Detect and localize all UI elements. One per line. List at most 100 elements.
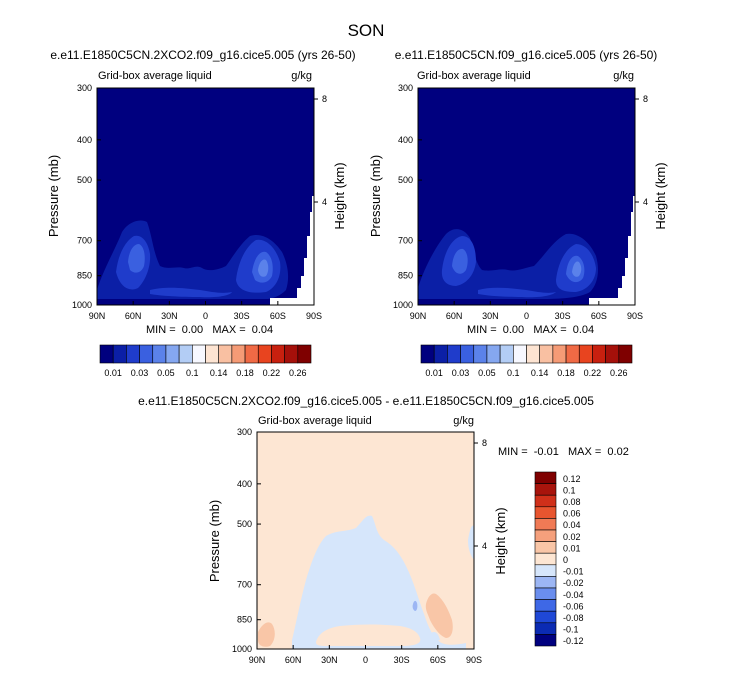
colorbar-swatch <box>126 344 140 364</box>
y-right-tick-label: 8 <box>322 94 327 104</box>
y-tick-label: 400 <box>77 135 92 145</box>
colorbar-label: 0.1 <box>186 368 199 378</box>
contour-regions <box>97 220 289 299</box>
y-axis-right-label: Height (km) <box>493 507 508 574</box>
y-tick-label: 500 <box>398 175 413 185</box>
colorbar-swatch <box>460 344 475 364</box>
x-tick-label: 30S <box>394 655 410 665</box>
contour-regions <box>418 229 598 299</box>
colorbar-swatch <box>526 344 540 364</box>
colorbar: 0.120.1 0.08 0.060.04 0.020.01 0 -0.01-0.02 -0… <box>534 471 584 647</box>
y-tick-label: 500 <box>237 519 252 529</box>
colorbar-swatch <box>534 634 557 647</box>
colorbar-label: 0.06 <box>563 509 581 519</box>
contour-positive-region <box>425 593 453 638</box>
colorbar-swatch <box>534 610 557 624</box>
min-max-label: MIN = 0.00 MAX = 0.04 <box>146 324 273 336</box>
x-tick-label: 0 <box>524 311 529 321</box>
colorbar-swatch <box>534 518 557 531</box>
colorbar-swatch <box>534 599 557 612</box>
x-tick-label: 60N <box>446 311 463 321</box>
panel-title: e.e11.E1850C5CN.2XCO2.f09_g16.cice5.005 … <box>138 394 594 408</box>
colorbar-swatch <box>192 344 206 364</box>
colorbar-swatch <box>534 483 557 496</box>
colorbar-swatch <box>592 344 606 364</box>
panel-top-left: e.e11.E1850C5CN.2XCO2.f09_g16.cice5.005 … <box>46 48 356 378</box>
x-axis: 90N 60N 30N 0 30S 60S 90S <box>249 645 482 665</box>
colorbar-swatch <box>618 344 633 364</box>
y-axis: 300 400 500 700 850 1000 <box>232 427 261 654</box>
y-tick-label: 500 <box>77 175 92 185</box>
panel-title: e.e11.E1850C5CN.f09_g16.cice5.005 (yrs 2… <box>395 48 658 62</box>
contour-level-3 <box>128 244 145 273</box>
missing-data-region <box>589 196 635 305</box>
x-tick-label: 30N <box>482 311 499 321</box>
colorbar-swatch <box>534 576 557 589</box>
x-axis: 90N 60N 30N 0 30S 60S 90S <box>89 301 322 321</box>
min-max-label: MIN = 0.00 MAX = 0.04 <box>467 324 594 336</box>
colorbar-label: 0.01 <box>425 368 443 378</box>
colorbar-swatch <box>534 552 557 566</box>
y-tick-label: 1000 <box>393 300 413 310</box>
min-max-label: MIN = -0.01 MAX = 0.02 <box>498 446 629 458</box>
x-tick-label: 30N <box>321 655 338 665</box>
colorbar-label: 0.02 <box>563 532 581 542</box>
x-tick-label: 30N <box>161 311 178 321</box>
colorbar-label: 0.03 <box>452 368 470 378</box>
colorbar-label: 0.08 <box>563 497 581 507</box>
figure-title: SON <box>348 21 385 40</box>
colorbar-swatch <box>534 541 557 554</box>
colorbar-swatch <box>534 564 557 577</box>
colorbar-label: 0.22 <box>584 368 602 378</box>
panel-subtitle-left: Grid-box average liquid <box>417 70 531 82</box>
y-axis-label: Pressure (mb) <box>46 155 61 237</box>
contour-regions <box>258 515 474 649</box>
y-right-tick-label: 4 <box>322 197 327 207</box>
panel-subtitle-right: g/kg <box>291 70 312 82</box>
x-tick-label: 60S <box>591 311 607 321</box>
panel-subtitle-left: Grid-box average liquid <box>98 70 212 82</box>
colorbar-label: 0.1 <box>507 368 520 378</box>
colorbar-label: -0.12 <box>563 636 584 646</box>
colorbar-label: -0.01 <box>563 567 584 577</box>
contour-negative-region <box>292 515 466 649</box>
colorbar-label: 0.03 <box>131 368 149 378</box>
contour-negative-region <box>468 525 474 560</box>
x-tick-label: 0 <box>203 311 208 321</box>
colorbar-label: -0.04 <box>563 590 584 600</box>
panel-top-right: e.e11.E1850C5CN.f09_g16.cice5.005 (yrs 2… <box>368 48 668 378</box>
y-axis-right: 84 <box>635 94 648 207</box>
colorbar-swatch <box>99 344 114 364</box>
y-tick-label: 850 <box>77 271 92 281</box>
y-tick-label: 700 <box>398 236 413 246</box>
colorbar-swatch <box>534 529 557 542</box>
colorbar-label: 0.14 <box>531 368 549 378</box>
y-right-tick-label: 8 <box>643 94 648 104</box>
y-axis-right: 84 <box>474 438 487 551</box>
contour-positive-region <box>316 624 421 646</box>
colorbar-label: 0.05 <box>157 368 175 378</box>
x-tick-label: 90N <box>410 311 427 321</box>
x-tick-label: 90S <box>306 311 322 321</box>
colorbar-swatch <box>534 494 557 508</box>
y-axis-label: Pressure (mb) <box>368 155 383 237</box>
colorbar-label: 0.14 <box>210 368 228 378</box>
colorbar-swatch <box>257 344 272 364</box>
x-tick-label: 30S <box>234 311 250 321</box>
y-right-tick-label: 4 <box>482 541 487 551</box>
colorbar-swatch <box>513 344 527 364</box>
colorbar-swatch <box>271 344 285 364</box>
panel-subtitle-left: Grid-box average liquid <box>258 415 372 427</box>
panel-title: e.e11.E1850C5CN.2XCO2.f09_g16.cice5.005 … <box>50 48 355 62</box>
x-tick-label: 0 <box>363 655 368 665</box>
x-tick-label: 60S <box>430 655 446 665</box>
colorbar-swatch <box>231 344 246 364</box>
contour-level-3 <box>452 248 468 274</box>
y-axis-right: 84 <box>314 94 327 207</box>
colorbar-swatch <box>534 471 557 484</box>
y-axis: 300 400 500 700 850 1000 <box>393 83 422 310</box>
colorbar-swatch <box>205 344 219 364</box>
colorbar-label: 0.26 <box>610 368 628 378</box>
x-tick-label: 60S <box>270 311 286 321</box>
colorbar-swatch <box>578 344 593 364</box>
